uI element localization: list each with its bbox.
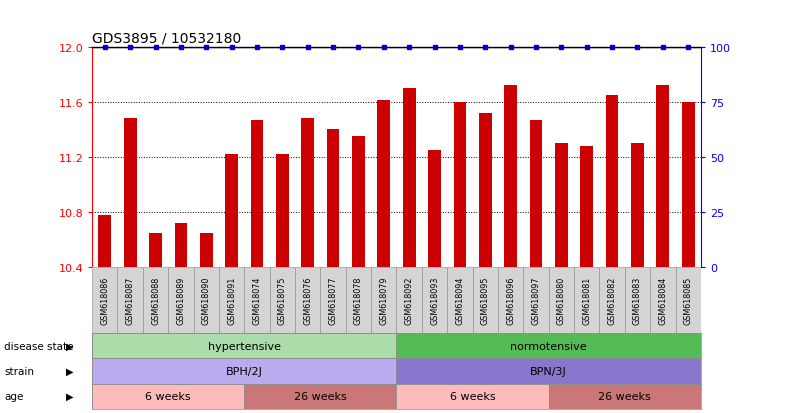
Text: GSM618078: GSM618078 xyxy=(354,276,363,325)
Bar xyxy=(657,86,669,268)
Text: GSM618091: GSM618091 xyxy=(227,276,236,325)
Bar xyxy=(606,95,618,268)
Bar xyxy=(194,268,219,333)
Bar xyxy=(403,89,416,268)
Bar xyxy=(92,358,396,384)
Text: GSM618074: GSM618074 xyxy=(252,276,261,325)
Bar xyxy=(498,268,523,333)
Bar xyxy=(301,119,314,268)
Bar xyxy=(625,268,650,333)
Bar xyxy=(479,114,492,268)
Bar xyxy=(422,268,447,333)
Bar xyxy=(270,268,295,333)
Text: GSM618077: GSM618077 xyxy=(328,276,337,325)
Text: GSM618095: GSM618095 xyxy=(481,276,489,325)
Bar xyxy=(92,268,118,333)
Bar xyxy=(447,268,473,333)
Text: GSM618085: GSM618085 xyxy=(684,276,693,325)
Bar xyxy=(505,86,517,268)
Bar xyxy=(295,268,320,333)
Text: GSM618093: GSM618093 xyxy=(430,276,439,325)
Bar xyxy=(118,268,143,333)
Bar xyxy=(453,102,466,268)
Text: BPH/2J: BPH/2J xyxy=(226,366,263,376)
Bar xyxy=(549,268,574,333)
Bar xyxy=(92,333,396,358)
Text: hypertensive: hypertensive xyxy=(207,341,281,351)
Bar xyxy=(377,101,390,268)
Bar xyxy=(244,268,270,333)
Bar xyxy=(396,384,549,409)
Bar xyxy=(581,147,593,268)
Text: GSM618079: GSM618079 xyxy=(380,276,388,325)
Bar xyxy=(124,119,136,268)
Bar xyxy=(143,268,168,333)
Bar xyxy=(682,102,694,268)
Bar xyxy=(599,268,625,333)
Text: GSM618087: GSM618087 xyxy=(126,276,135,325)
Text: ▶: ▶ xyxy=(66,391,73,401)
Bar xyxy=(327,130,340,268)
Text: GSM618083: GSM618083 xyxy=(633,276,642,325)
Bar xyxy=(650,268,675,333)
Text: GSM618075: GSM618075 xyxy=(278,276,287,325)
Bar xyxy=(251,120,264,268)
Bar xyxy=(549,384,701,409)
Text: ▶: ▶ xyxy=(66,366,73,376)
Text: strain: strain xyxy=(4,366,34,376)
Text: GSM618081: GSM618081 xyxy=(582,276,591,325)
Text: age: age xyxy=(4,391,23,401)
Bar xyxy=(555,144,568,268)
Text: GSM618092: GSM618092 xyxy=(405,276,413,325)
Text: GSM618097: GSM618097 xyxy=(532,276,541,325)
Text: GSM618076: GSM618076 xyxy=(304,276,312,325)
Bar xyxy=(631,144,644,268)
Bar xyxy=(429,151,441,268)
Text: GSM618080: GSM618080 xyxy=(557,276,566,325)
Bar xyxy=(529,120,542,268)
Bar xyxy=(320,268,346,333)
Text: GSM618094: GSM618094 xyxy=(456,276,465,325)
Bar xyxy=(352,137,364,268)
Bar xyxy=(396,358,701,384)
Text: GSM618088: GSM618088 xyxy=(151,276,160,325)
Text: GSM618084: GSM618084 xyxy=(658,276,667,325)
Bar xyxy=(396,333,701,358)
Bar xyxy=(149,233,162,268)
Text: GSM618082: GSM618082 xyxy=(608,276,617,325)
Bar xyxy=(219,268,244,333)
Text: GDS3895 / 10532180: GDS3895 / 10532180 xyxy=(92,31,241,45)
Text: 26 weeks: 26 weeks xyxy=(294,391,347,401)
Bar xyxy=(371,268,396,333)
Text: BPN/3J: BPN/3J xyxy=(530,366,567,376)
Bar xyxy=(473,268,498,333)
Bar xyxy=(99,215,111,268)
Text: ▶: ▶ xyxy=(66,341,73,351)
Text: 6 weeks: 6 weeks xyxy=(450,391,495,401)
Bar xyxy=(244,384,396,409)
Text: 26 weeks: 26 weeks xyxy=(598,391,651,401)
Text: normotensive: normotensive xyxy=(510,341,587,351)
Bar xyxy=(675,268,701,333)
Text: disease state: disease state xyxy=(4,341,74,351)
Bar xyxy=(225,155,238,268)
Bar xyxy=(396,268,422,333)
Bar xyxy=(92,384,244,409)
Bar xyxy=(574,268,599,333)
Text: GSM618089: GSM618089 xyxy=(176,276,185,325)
Text: GSM618086: GSM618086 xyxy=(100,276,109,325)
Bar xyxy=(200,233,212,268)
Bar xyxy=(175,223,187,268)
Text: 6 weeks: 6 weeks xyxy=(146,391,191,401)
Bar xyxy=(523,268,549,333)
Text: GSM618096: GSM618096 xyxy=(506,276,515,325)
Text: GSM618090: GSM618090 xyxy=(202,276,211,325)
Bar xyxy=(168,268,194,333)
Bar xyxy=(346,268,371,333)
Bar xyxy=(276,155,288,268)
